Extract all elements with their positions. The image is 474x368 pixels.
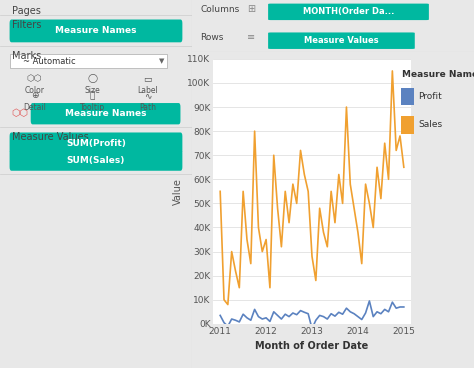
Text: Tooltip: Tooltip [80,103,105,112]
Text: ⊞: ⊞ [247,4,255,14]
Text: Color: Color [25,86,45,95]
Text: Rows: Rows [201,33,224,42]
Text: ∿: ∿ [144,91,152,100]
FancyBboxPatch shape [31,103,181,124]
Text: Detail: Detail [23,103,46,112]
Bar [401,88,414,105]
Text: ≡: ≡ [247,32,255,42]
Text: SUM(Sales): SUM(Sales) [67,156,125,164]
FancyBboxPatch shape [9,132,182,154]
Text: Columns: Columns [201,5,240,14]
X-axis label: Month of Order Date: Month of Order Date [255,341,369,351]
Bar [401,116,414,134]
Text: ▼: ▼ [159,58,164,64]
Text: Path: Path [139,103,156,112]
Text: Measure Names: Measure Names [55,26,137,35]
Text: ⬡⬡: ⬡⬡ [11,108,28,118]
FancyBboxPatch shape [268,4,429,20]
Text: Measure Names: Measure Names [65,109,146,118]
Text: ⬜: ⬜ [90,91,95,100]
Text: ⊕: ⊕ [31,91,38,100]
FancyBboxPatch shape [268,32,415,49]
Text: Label: Label [137,86,158,95]
Text: SUM(Profit): SUM(Profit) [66,139,126,148]
Text: Measure Values: Measure Values [11,132,88,142]
Text: Filters: Filters [11,20,41,30]
Text: Sales: Sales [419,120,443,130]
Text: MONTH(Order Da...: MONTH(Order Da... [303,7,394,16]
Text: Pages: Pages [11,6,40,15]
Text: ~ Automatic: ~ Automatic [23,57,76,66]
Text: Measure Values: Measure Values [304,36,379,45]
Y-axis label: Value: Value [173,178,183,205]
Text: ⬡⬡: ⬡⬡ [27,74,43,83]
Bar [9,54,167,68]
Text: ▭: ▭ [144,74,152,83]
Text: Profit: Profit [419,92,442,101]
FancyBboxPatch shape [9,149,182,171]
Text: ◯: ◯ [87,74,97,83]
FancyBboxPatch shape [9,20,182,42]
Text: Marks: Marks [11,51,41,61]
Text: Measure Names: Measure Names [402,70,474,79]
Text: Size: Size [84,86,100,95]
